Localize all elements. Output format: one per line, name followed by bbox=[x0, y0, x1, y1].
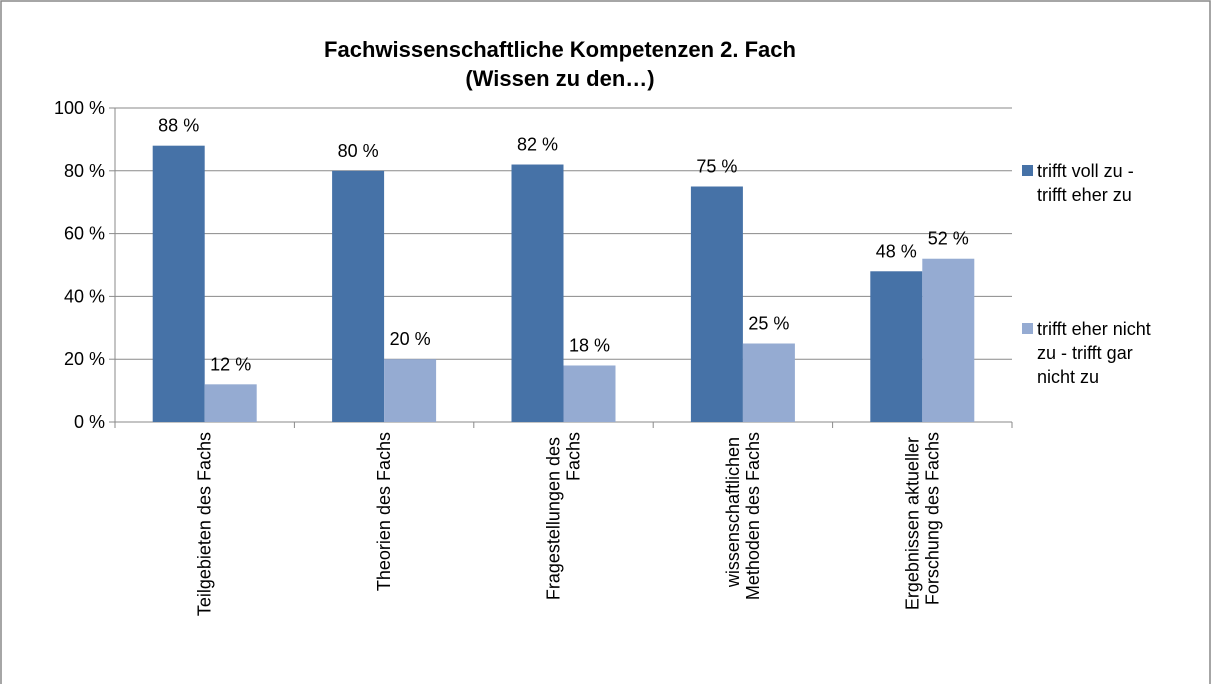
y-tick-label: 20 % bbox=[64, 349, 105, 369]
data-label: 75 % bbox=[696, 157, 737, 177]
x-tick-label: Theorien des Fachs bbox=[374, 432, 394, 591]
legend-swatch bbox=[1022, 165, 1033, 176]
legend-swatch bbox=[1022, 323, 1033, 334]
y-tick-label: 60 % bbox=[64, 224, 105, 244]
x-tick-label: Teilgebieten des Fachs bbox=[195, 432, 215, 616]
data-label: 52 % bbox=[928, 229, 969, 249]
bar bbox=[690, 186, 743, 422]
data-label: 88 % bbox=[158, 116, 199, 136]
x-tick-label: wissenschaftlichen Methoden des Fachs bbox=[723, 432, 763, 600]
chart-title: Fachwissenschaftliche Kompetenzen 2. Fac… bbox=[324, 37, 796, 62]
bar bbox=[742, 343, 795, 422]
x-tick-label: Ergebnissen aktueller Forschung des Fach… bbox=[902, 432, 942, 610]
bar bbox=[384, 359, 437, 422]
y-tick-label: 40 % bbox=[64, 286, 105, 306]
bar bbox=[152, 145, 205, 422]
chart-title: (Wissen zu den…) bbox=[465, 66, 654, 91]
data-label: 20 % bbox=[390, 329, 431, 349]
bar bbox=[563, 365, 616, 422]
data-label: 82 % bbox=[517, 135, 558, 155]
data-label: 48 % bbox=[876, 241, 917, 261]
x-tick-label: Fragestellungen des Fachs bbox=[544, 432, 584, 600]
y-tick-label: 0 % bbox=[74, 412, 105, 432]
bar bbox=[511, 164, 564, 422]
bar bbox=[922, 258, 975, 422]
data-label: 12 % bbox=[210, 354, 251, 374]
data-label: 18 % bbox=[569, 335, 610, 355]
bar bbox=[870, 271, 923, 422]
legend-label: trifft voll zu - trifft eher zu bbox=[1037, 161, 1139, 205]
data-label: 80 % bbox=[338, 141, 379, 161]
legend-label: trifft eher nicht zu - trifft gar nicht … bbox=[1037, 319, 1156, 387]
bar bbox=[204, 384, 257, 422]
data-label: 25 % bbox=[748, 314, 789, 334]
y-tick-label: 100 % bbox=[54, 98, 105, 118]
y-tick-label: 80 % bbox=[64, 161, 105, 181]
bar bbox=[332, 170, 385, 422]
